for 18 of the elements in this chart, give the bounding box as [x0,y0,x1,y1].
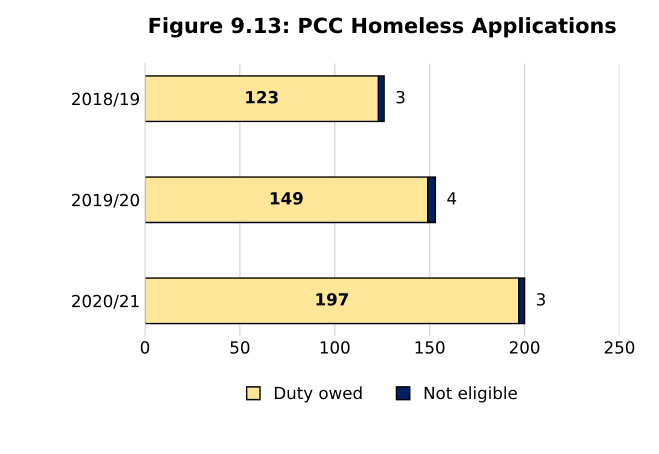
data-label: 3 [396,90,404,104]
x-tick-label: 250 [604,341,634,354]
x-tick-label: 200 [510,341,540,354]
legend-label: Duty owed [274,386,362,402]
data-label: 4 [447,192,456,204]
y-tick-label: 2018/19 [72,92,139,107]
y-tick-label: 2020/21 [72,294,139,309]
legend-label: Not eligible [424,386,517,402]
x-tick-label: 50 [230,341,250,354]
x-tick-label: 0 [140,341,150,354]
chart-title: Figure 9.13: PCC Homeless Applications [150,17,616,38]
data-label: 123 [246,90,278,104]
data-label: 149 [270,192,303,205]
x-tick-label: 100 [320,341,350,354]
data-label: 3 [536,293,545,306]
data-label: 197 [316,293,348,306]
x-tick-label: 150 [416,341,444,354]
y-tick-label: 2019/20 [72,194,140,208]
